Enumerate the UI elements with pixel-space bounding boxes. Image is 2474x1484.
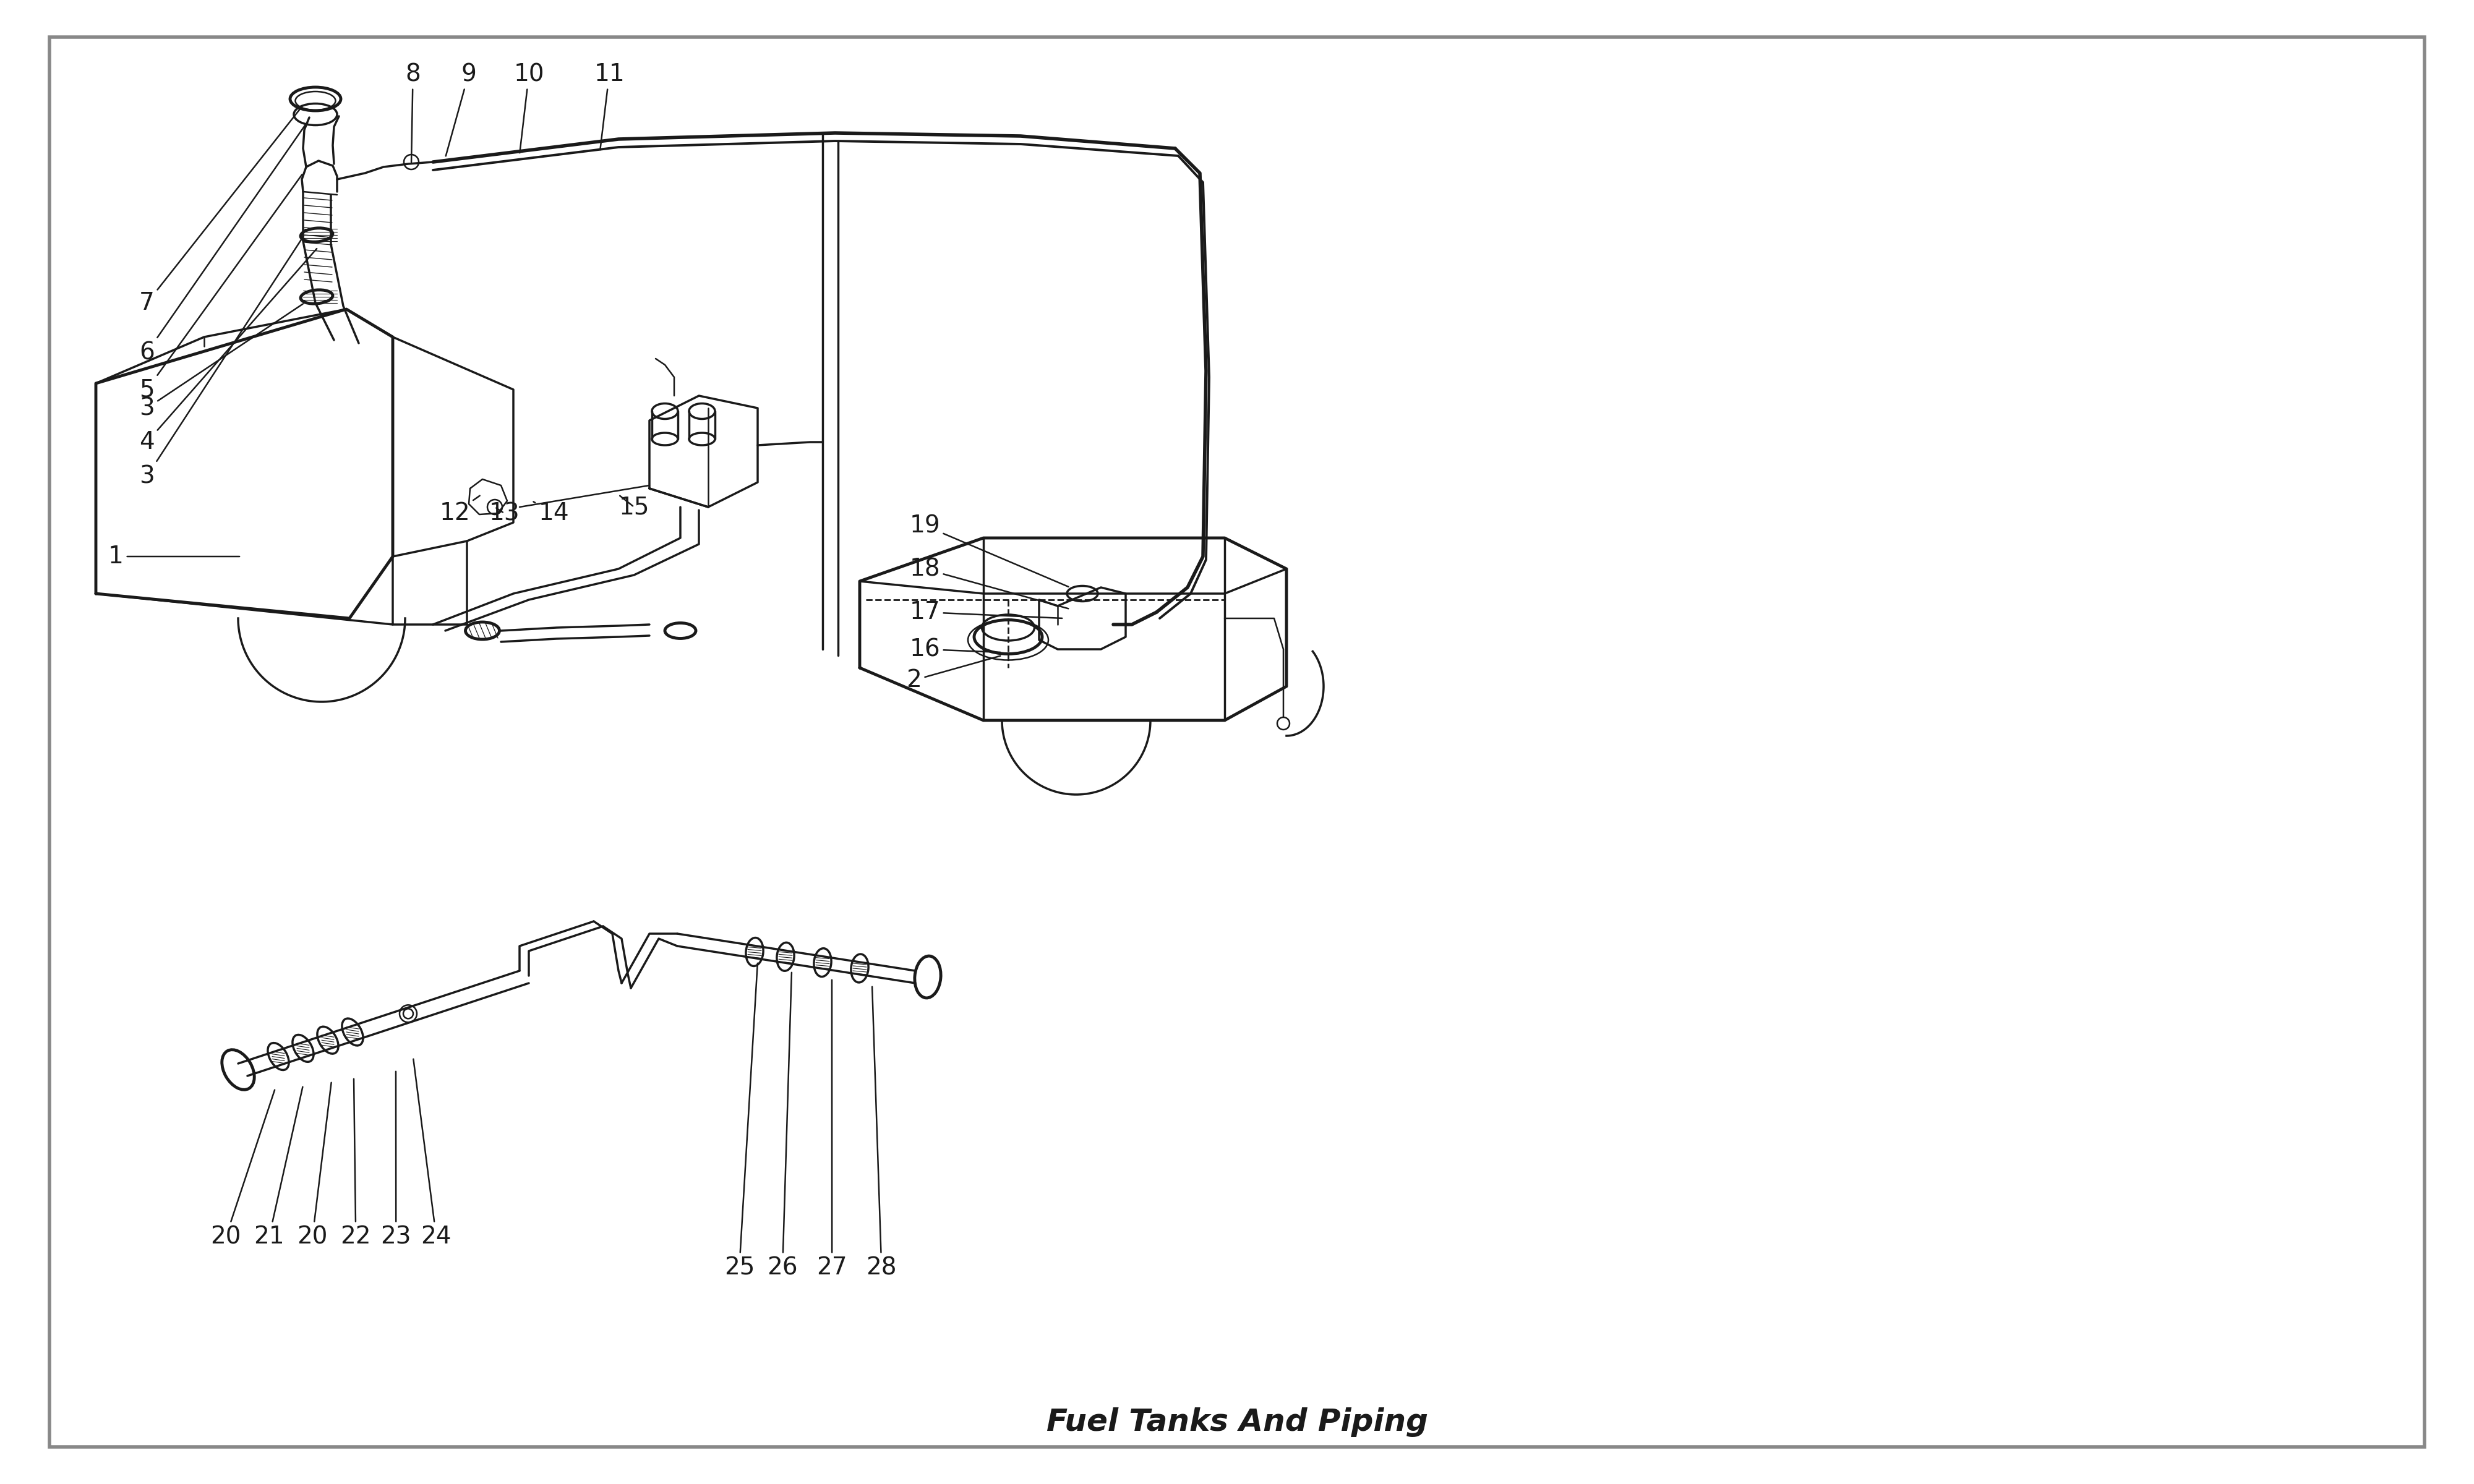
- Text: 18: 18: [910, 556, 1069, 608]
- Text: 14: 14: [534, 502, 569, 525]
- Text: Fuel Tanks And Piping: Fuel Tanks And Piping: [1047, 1407, 1427, 1437]
- Text: 2: 2: [905, 656, 999, 692]
- Text: 17: 17: [910, 601, 1061, 623]
- Text: 1: 1: [109, 545, 240, 568]
- Text: 24: 24: [413, 1060, 450, 1248]
- Text: 7: 7: [139, 107, 302, 315]
- Text: 3: 3: [139, 304, 302, 420]
- Text: 22: 22: [341, 1079, 371, 1248]
- Text: 28: 28: [866, 987, 896, 1279]
- Text: 8: 8: [406, 62, 421, 162]
- Text: 3: 3: [139, 236, 304, 488]
- Text: 26: 26: [767, 972, 797, 1279]
- Text: 9: 9: [445, 62, 475, 156]
- Text: 13: 13: [490, 502, 520, 525]
- Text: 27: 27: [816, 979, 846, 1279]
- Text: 6: 6: [139, 125, 304, 364]
- Text: 21: 21: [255, 1086, 302, 1248]
- Text: 20: 20: [210, 1089, 275, 1248]
- Text: 16: 16: [910, 638, 999, 660]
- Text: 10: 10: [515, 62, 544, 153]
- Text: 20: 20: [297, 1082, 332, 1248]
- Text: 12: 12: [440, 496, 480, 525]
- Text: 15: 15: [618, 496, 648, 519]
- Text: 11: 11: [594, 62, 623, 150]
- Text: 4: 4: [139, 249, 317, 454]
- Text: 25: 25: [725, 963, 757, 1279]
- Text: 19: 19: [910, 513, 1069, 586]
- Text: 5: 5: [139, 175, 302, 401]
- Text: 23: 23: [381, 1071, 411, 1248]
